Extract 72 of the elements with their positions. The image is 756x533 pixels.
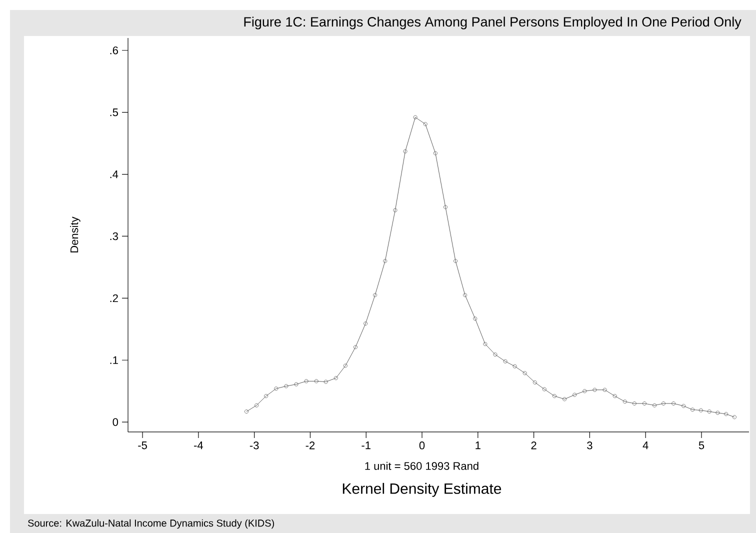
point bbox=[403, 149, 408, 154]
source-note: Source: KwaZulu-Natal Income Dynamics Study (KIDS) bbox=[28, 519, 274, 529]
point bbox=[483, 342, 488, 346]
point bbox=[672, 401, 676, 406]
text: 1 unit = 560 1993 Rand bbox=[365, 462, 478, 470]
point bbox=[433, 151, 438, 156]
point bbox=[682, 404, 686, 408]
x-tick-label: -4 bbox=[194, 442, 203, 450]
x-tick-label: 4 bbox=[642, 442, 648, 450]
point bbox=[552, 394, 556, 398]
x-tick-label: -3 bbox=[250, 442, 259, 450]
point bbox=[503, 359, 508, 364]
point bbox=[294, 382, 298, 386]
x-tick-label: 2 bbox=[531, 442, 536, 450]
point bbox=[572, 392, 577, 397]
x-axis-title: Kernel Density Estimate bbox=[342, 482, 502, 497]
chart-title: Figure 1C: Earnings Changes Among Panel Persons Employed In One Period Only bbox=[244, 16, 742, 30]
x-tick-label: 1 bbox=[476, 442, 480, 450]
point bbox=[632, 401, 636, 406]
point bbox=[690, 408, 695, 412]
y-tick-label: .5 bbox=[110, 108, 118, 116]
y-tick-label: .4 bbox=[110, 170, 118, 178]
point bbox=[334, 376, 338, 380]
point bbox=[373, 293, 378, 298]
x-tick-label: -1 bbox=[362, 442, 370, 450]
point bbox=[284, 384, 288, 388]
point bbox=[324, 380, 328, 384]
point bbox=[592, 388, 597, 392]
x-tick-label: 3 bbox=[587, 442, 592, 450]
point bbox=[698, 408, 703, 412]
x-tick-label: -2 bbox=[306, 442, 315, 450]
x-tick-label: 5 bbox=[698, 442, 704, 450]
point bbox=[454, 259, 458, 264]
point bbox=[463, 293, 468, 298]
point bbox=[522, 371, 527, 376]
point bbox=[423, 122, 428, 126]
point bbox=[473, 316, 478, 321]
point bbox=[254, 403, 259, 408]
point bbox=[622, 400, 627, 404]
point bbox=[661, 401, 666, 406]
point bbox=[304, 379, 308, 384]
point bbox=[314, 379, 318, 384]
point bbox=[532, 380, 537, 384]
point bbox=[642, 401, 646, 406]
y-tick-label: .3 bbox=[110, 232, 118, 240]
point bbox=[512, 364, 517, 368]
x-tick-label: 0 bbox=[419, 442, 425, 450]
point bbox=[652, 403, 657, 408]
point bbox=[274, 386, 278, 391]
y-axis-title: Density bbox=[70, 216, 80, 252]
point bbox=[443, 205, 448, 210]
point bbox=[724, 412, 728, 416]
point bbox=[393, 208, 398, 212]
point bbox=[413, 115, 418, 120]
y-tick-label: .1 bbox=[110, 356, 118, 364]
point bbox=[493, 352, 498, 357]
x-tick-label: -5 bbox=[138, 442, 147, 450]
point bbox=[602, 388, 607, 392]
point bbox=[264, 394, 268, 398]
point bbox=[354, 345, 358, 350]
point bbox=[542, 387, 546, 392]
point bbox=[716, 410, 720, 415]
point bbox=[562, 397, 567, 402]
point bbox=[612, 394, 617, 398]
point bbox=[582, 389, 587, 394]
y-tick-label: .6 bbox=[110, 46, 118, 54]
point bbox=[364, 322, 368, 326]
y-tick-label: 0 bbox=[112, 418, 118, 426]
y-tick-label: .2 bbox=[110, 294, 118, 302]
point bbox=[707, 410, 712, 414]
point bbox=[383, 259, 388, 264]
point bbox=[343, 364, 348, 368]
